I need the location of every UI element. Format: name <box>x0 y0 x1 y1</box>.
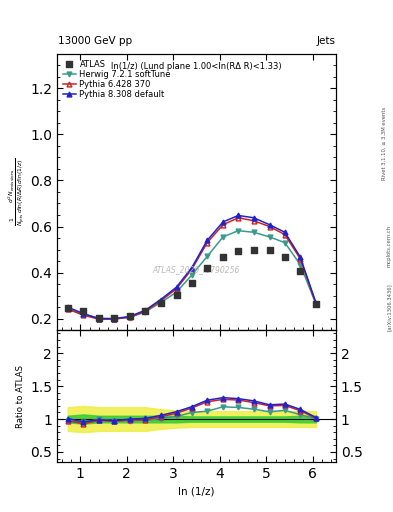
Pythia 8.308 default <box>189 265 194 271</box>
Pythia 6.428 370 <box>236 215 241 221</box>
Line: Herwig 7.2.1 softTune: Herwig 7.2.1 softTune <box>65 228 318 321</box>
Pythia 8.308 default <box>97 315 101 322</box>
Text: mcplots.cern.ch: mcplots.cern.ch <box>387 225 391 267</box>
Pythia 8.308 default <box>143 307 148 313</box>
Pythia 6.428 370 <box>97 316 101 322</box>
Herwig 7.2.1 softTune <box>174 289 179 295</box>
Pythia 8.308 default <box>112 315 117 322</box>
Herwig 7.2.1 softTune <box>81 311 86 317</box>
Pythia 6.428 370 <box>298 255 303 262</box>
Pythia 8.308 default <box>283 229 287 236</box>
Pythia 6.428 370 <box>314 301 318 307</box>
Herwig 7.2.1 softTune <box>158 300 163 306</box>
Pythia 6.428 370 <box>81 312 86 318</box>
ATLAS <box>297 267 303 275</box>
Pythia 8.308 default <box>174 284 179 290</box>
Herwig 7.2.1 softTune <box>298 262 303 268</box>
Pythia 6.428 370 <box>158 298 163 304</box>
Pythia 8.308 default <box>298 254 303 260</box>
ATLAS <box>64 304 71 312</box>
Text: 13000 GeV pp: 13000 GeV pp <box>58 36 132 46</box>
ATLAS <box>313 301 319 309</box>
Herwig 7.2.1 softTune <box>205 253 209 260</box>
Pythia 6.428 370 <box>267 223 272 229</box>
Text: [arXiv:1306.3436]: [arXiv:1306.3436] <box>387 283 391 331</box>
Herwig 7.2.1 softTune <box>65 306 70 312</box>
Herwig 7.2.1 softTune <box>97 315 101 322</box>
Herwig 7.2.1 softTune <box>252 229 256 236</box>
ATLAS <box>266 245 273 253</box>
ATLAS <box>282 253 288 261</box>
ATLAS <box>204 264 210 272</box>
Text: ATLAS_2020_I1790256: ATLAS_2020_I1790256 <box>153 265 240 274</box>
Herwig 7.2.1 softTune <box>283 240 287 246</box>
Pythia 8.308 default <box>205 237 209 243</box>
Line: Pythia 8.308 default: Pythia 8.308 default <box>65 213 318 321</box>
Pythia 8.308 default <box>236 212 241 219</box>
Herwig 7.2.1 softTune <box>267 234 272 240</box>
Pythia 6.428 370 <box>174 286 179 292</box>
Pythia 6.428 370 <box>65 306 70 312</box>
Text: Rivet 3.1.10, ≥ 3.3M events: Rivet 3.1.10, ≥ 3.3M events <box>382 106 387 180</box>
Herwig 7.2.1 softTune <box>220 234 225 240</box>
Herwig 7.2.1 softTune <box>314 302 318 308</box>
X-axis label: ln (1/z): ln (1/z) <box>178 486 215 496</box>
Pythia 6.428 370 <box>189 266 194 272</box>
Pythia 6.428 370 <box>252 218 256 224</box>
ATLAS <box>80 307 86 315</box>
ATLAS <box>142 307 149 315</box>
Pythia 8.308 default <box>314 300 318 306</box>
Text: Jets: Jets <box>316 36 335 46</box>
Pythia 6.428 370 <box>143 308 148 314</box>
ATLAS <box>189 279 195 287</box>
Pythia 8.308 default <box>65 304 70 310</box>
ATLAS <box>158 299 164 307</box>
Pythia 8.308 default <box>158 296 163 303</box>
ATLAS <box>220 253 226 261</box>
Pythia 6.428 370 <box>128 314 132 320</box>
Herwig 7.2.1 softTune <box>189 272 194 278</box>
Pythia 8.308 default <box>220 219 225 225</box>
Herwig 7.2.1 softTune <box>143 309 148 315</box>
Herwig 7.2.1 softTune <box>112 315 117 322</box>
ATLAS <box>251 245 257 253</box>
ATLAS <box>173 291 180 299</box>
ATLAS <box>96 314 102 323</box>
ATLAS <box>235 247 241 255</box>
Herwig 7.2.1 softTune <box>236 228 241 234</box>
Pythia 8.308 default <box>267 222 272 228</box>
Pythia 8.308 default <box>252 215 256 221</box>
Line: Pythia 6.428 370: Pythia 6.428 370 <box>65 216 318 322</box>
Legend: ATLAS, Herwig 7.2.1 softTune, Pythia 6.428 370, Pythia 8.308 default: ATLAS, Herwig 7.2.1 softTune, Pythia 6.4… <box>61 58 173 101</box>
ATLAS <box>127 312 133 321</box>
Pythia 6.428 370 <box>283 231 287 238</box>
Pythia 8.308 default <box>81 311 86 317</box>
ATLAS <box>111 313 118 322</box>
Y-axis label: Ratio to ATLAS: Ratio to ATLAS <box>16 365 25 428</box>
Text: ln(1/z) (Lund plane 1.00<ln(RΔ R)<1.33): ln(1/z) (Lund plane 1.00<ln(RΔ R)<1.33) <box>111 62 282 71</box>
Pythia 6.428 370 <box>205 240 209 246</box>
Pythia 6.428 370 <box>112 316 117 322</box>
Herwig 7.2.1 softTune <box>128 314 132 321</box>
Pythia 8.308 default <box>128 313 132 319</box>
Y-axis label: $\frac{1}{N_{\rm jets}}\frac{d^2 N_{\rm emissions}}{d\ln(R/\Delta R)\,d\ln(1/z)}: $\frac{1}{N_{\rm jets}}\frac{d^2 N_{\rm … <box>7 158 28 226</box>
Pythia 6.428 370 <box>220 222 225 228</box>
